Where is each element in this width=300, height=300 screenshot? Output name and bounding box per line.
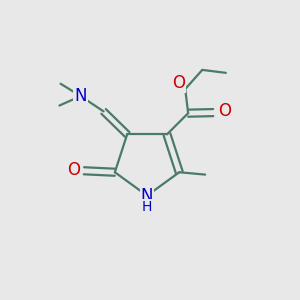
Text: O: O <box>67 160 80 178</box>
Text: H: H <box>142 200 152 214</box>
Text: O: O <box>172 74 185 92</box>
Text: O: O <box>218 102 231 120</box>
Text: N: N <box>141 187 153 205</box>
Text: N: N <box>74 87 87 105</box>
